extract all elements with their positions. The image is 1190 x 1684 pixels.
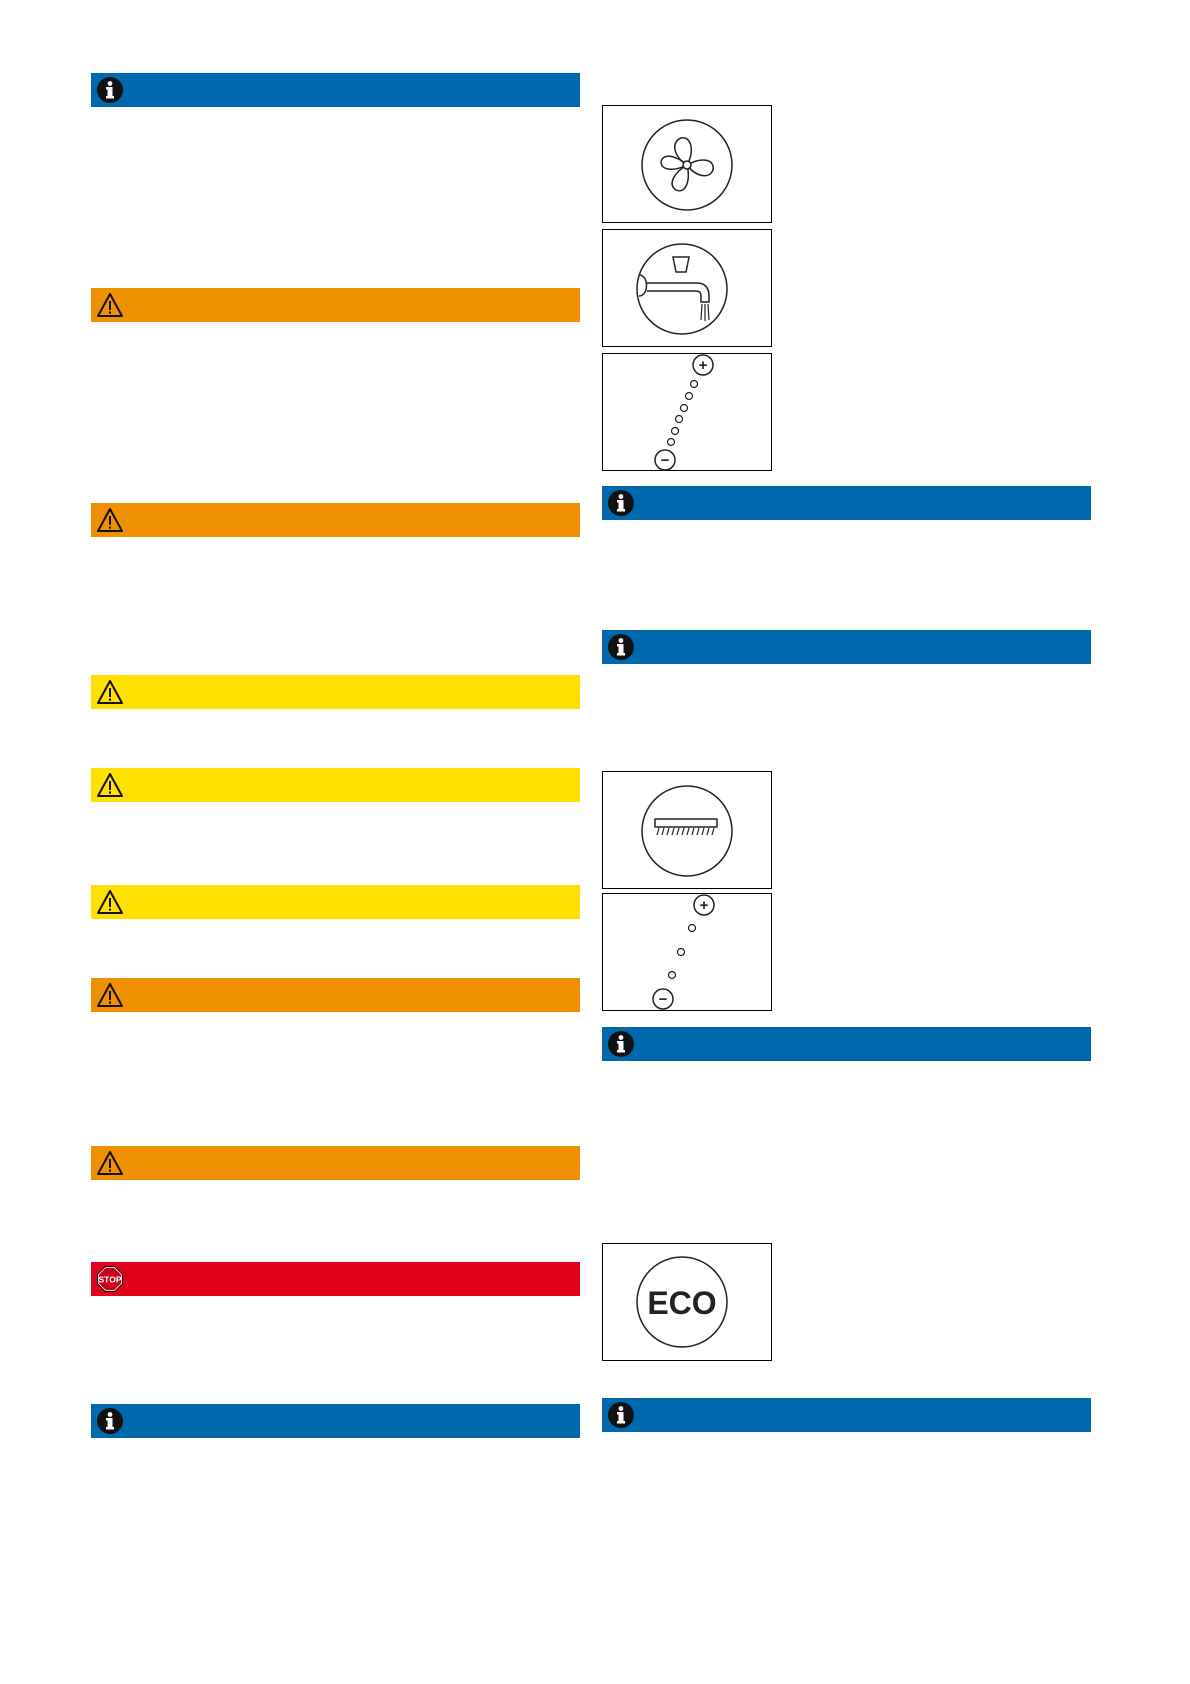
warning-triangle-icon (96, 888, 124, 916)
warning-triangle-icon (96, 678, 124, 706)
plus-sign: + (699, 357, 708, 374)
intensity-scale-box: + − (602, 353, 772, 471)
brush-symbol-box (602, 771, 772, 889)
info-notice-bar (602, 630, 1091, 664)
caution-notice-bar (91, 768, 580, 802)
warning-triangle-icon (96, 1149, 124, 1177)
caution-notice-bar (91, 675, 580, 709)
info-notice-bar (602, 486, 1091, 520)
eco-label: ECO (647, 1285, 716, 1321)
info-icon (607, 633, 635, 661)
warning-notice-bar (91, 503, 580, 537)
minus-sign: − (659, 991, 668, 1008)
plus-sign: + (700, 897, 709, 914)
brush-icon (641, 785, 733, 877)
warning-triangle-icon (96, 981, 124, 1009)
fan-symbol-box (602, 105, 772, 223)
intensity-scale-icon: + − (652, 894, 715, 1010)
intensity-scale-icon: + − (654, 354, 714, 471)
info-notice-bar (602, 1398, 1091, 1432)
eco-symbol-box: ECO (602, 1243, 772, 1361)
caution-notice-bar (91, 885, 580, 919)
stop-sign-icon: STOP (96, 1265, 124, 1293)
minus-sign: − (661, 452, 670, 469)
warning-notice-bar (91, 288, 580, 322)
warning-notice-bar (91, 978, 580, 1012)
info-notice-bar (91, 1404, 580, 1438)
warning-triangle-icon (96, 771, 124, 799)
water-tap-icon (636, 243, 728, 335)
info-icon (96, 1407, 124, 1435)
info-icon (607, 489, 635, 517)
water-symbol-box (602, 229, 772, 347)
danger-notice-bar: STOP (91, 1262, 580, 1296)
info-icon (96, 76, 124, 104)
warning-notice-bar (91, 1146, 580, 1180)
info-icon (607, 1030, 635, 1058)
warning-triangle-icon (96, 506, 124, 534)
intensity-scale-box: + − (602, 893, 772, 1011)
warning-triangle-icon (96, 291, 124, 319)
eco-icon: ECO (636, 1256, 728, 1348)
info-notice-bar (91, 73, 580, 107)
fan-icon (641, 119, 733, 211)
info-icon (607, 1401, 635, 1429)
info-notice-bar (602, 1027, 1091, 1061)
svg-text:STOP: STOP (99, 1275, 122, 1285)
